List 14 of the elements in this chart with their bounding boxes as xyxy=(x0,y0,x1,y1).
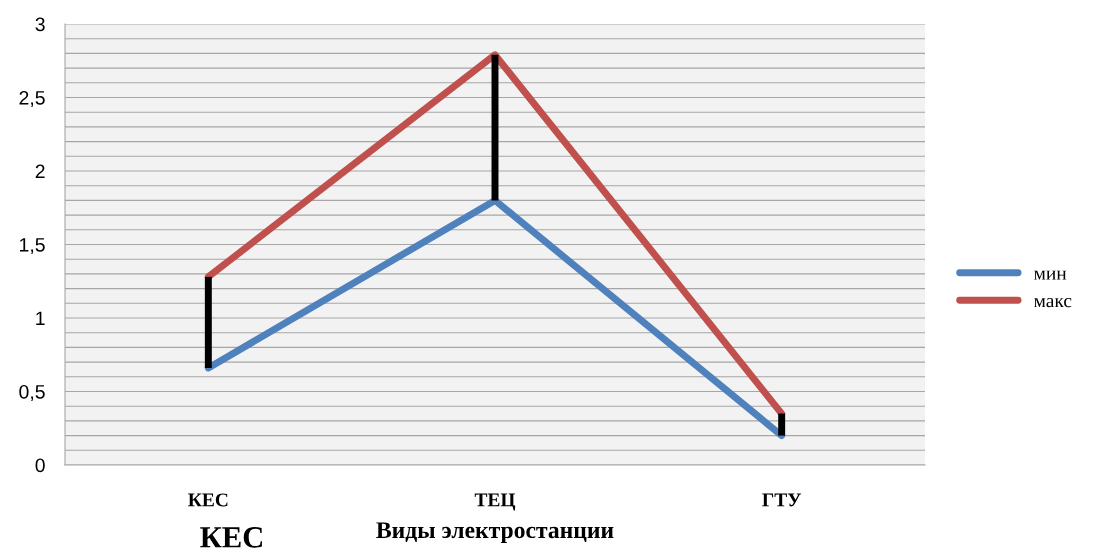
y-tick-label: 0 xyxy=(35,458,45,473)
y-tick-label: 1 xyxy=(36,311,45,326)
legend-label: макс xyxy=(1034,297,1072,308)
legend-label: мин xyxy=(1034,270,1067,280)
x-tick-label: КЕС xyxy=(188,493,228,507)
y-tick-label: 2 xyxy=(35,164,45,179)
text: КЕС xyxy=(200,527,262,548)
y-tick-label: 0,5 xyxy=(19,384,45,402)
x-axis-title: Виды электростанции xyxy=(376,522,614,543)
y-tick-label: 1,5 xyxy=(20,238,45,255)
x-tick-label: ГТУ xyxy=(762,493,802,507)
y-tick-label: 2,5 xyxy=(19,90,45,108)
y-tick-label: 3 xyxy=(35,17,45,32)
x-tick-label: ТЕЦ xyxy=(474,493,516,511)
